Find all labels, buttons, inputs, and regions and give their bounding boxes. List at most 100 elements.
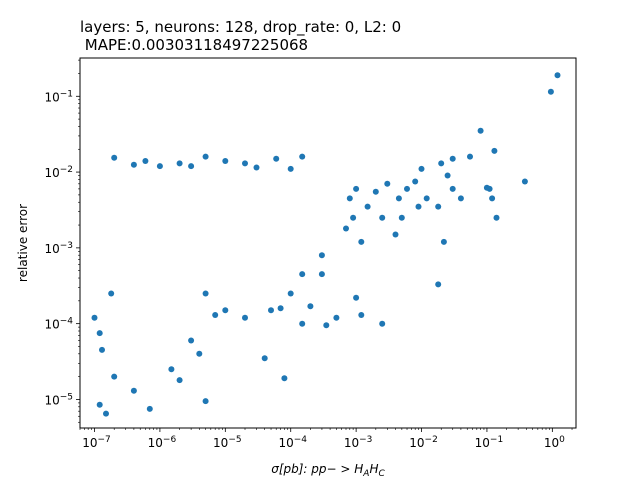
data-point [353,185,360,192]
chart-title-line2: MAPE:0.00303118497225068 [80,36,308,54]
data-point [398,214,405,221]
data-point [415,203,422,210]
plot-frame [79,57,577,429]
x-tick-label: 10−1 [475,435,504,450]
data-point [483,184,490,191]
data-point [379,320,386,327]
data-point [440,238,447,245]
x-tick-label: 10−2 [409,435,438,450]
data-point [467,153,473,160]
data-point [108,290,115,297]
data-point [299,271,306,278]
data-point [222,307,229,314]
data-point [477,127,484,134]
data-points [91,72,561,417]
data-point [142,158,149,164]
data-point [146,405,153,412]
data-point [353,294,360,301]
data-point [423,195,430,202]
data-point [521,178,528,185]
data-point [261,355,268,362]
data-point [346,195,353,202]
data-point [554,72,561,79]
data-point [547,88,554,95]
data-point [299,320,306,327]
data-point [196,350,203,357]
data-point [435,281,442,288]
data-point [103,410,109,417]
data-point [212,312,219,318]
data-point [188,337,195,344]
data-point [438,160,445,167]
data-point [96,330,103,337]
y-tick-label: 10−1 [44,89,73,104]
data-point [281,375,288,382]
data-point [404,185,410,192]
chart-title-line1: layers: 5, neurons: 128, drop_rate: 0, L… [80,18,401,37]
data-point [323,322,330,329]
data-point [491,147,498,154]
data-point [202,153,209,160]
data-point [384,180,391,187]
data-point [358,312,365,318]
data-point [202,290,209,297]
data-point [222,158,229,164]
data-point [273,155,280,162]
x-tick-label: 100 [544,435,565,450]
data-point [412,178,419,185]
data-point [99,346,105,353]
data-point [111,373,118,380]
x-tick-label: 10−4 [278,435,307,450]
data-point [287,290,294,297]
x-tick-label: 10−5 [213,435,242,450]
y-tick-label: 10−4 [44,317,73,332]
data-point [358,238,365,245]
data-point [242,160,248,167]
y-axis-label: relative error [16,204,30,282]
data-point [307,303,314,310]
y-tick-label: 10−3 [44,241,73,256]
data-point [188,163,195,170]
data-point [444,172,451,179]
x-tick-label: 10−3 [344,435,373,450]
data-point [379,214,386,221]
data-point [350,214,357,221]
data-point [418,165,425,172]
y-tick-label: 10−5 [44,392,73,407]
data-point [333,314,340,321]
data-point [318,271,325,278]
data-point [299,153,306,160]
data-point [489,195,496,202]
data-point [168,366,175,373]
data-point [493,214,500,221]
data-point [395,195,402,202]
data-point [91,314,98,321]
data-point [343,225,349,232]
data-point [176,377,183,384]
data-point [130,387,137,394]
x-tick-label: 10−6 [148,435,177,450]
data-point [457,195,464,202]
data-point [130,161,137,168]
data-point [96,401,103,408]
data-point [449,185,456,192]
data-point [202,398,209,405]
data-point [176,160,183,167]
data-point [435,203,442,210]
data-point [268,307,274,314]
data-point [111,154,118,161]
x-axis-label: σ[pb]: pp− > HAHC [271,462,385,479]
data-point [392,231,399,238]
data-point [156,163,163,170]
data-point [253,164,260,171]
data-point [364,203,371,210]
x-tick-label: 10−7 [82,435,111,450]
data-point [242,314,248,321]
data-point [372,188,379,195]
data-point [287,165,294,172]
y-tick-label: 10−2 [44,165,73,180]
data-point [277,305,284,312]
data-point [318,252,325,259]
data-point [449,155,456,162]
